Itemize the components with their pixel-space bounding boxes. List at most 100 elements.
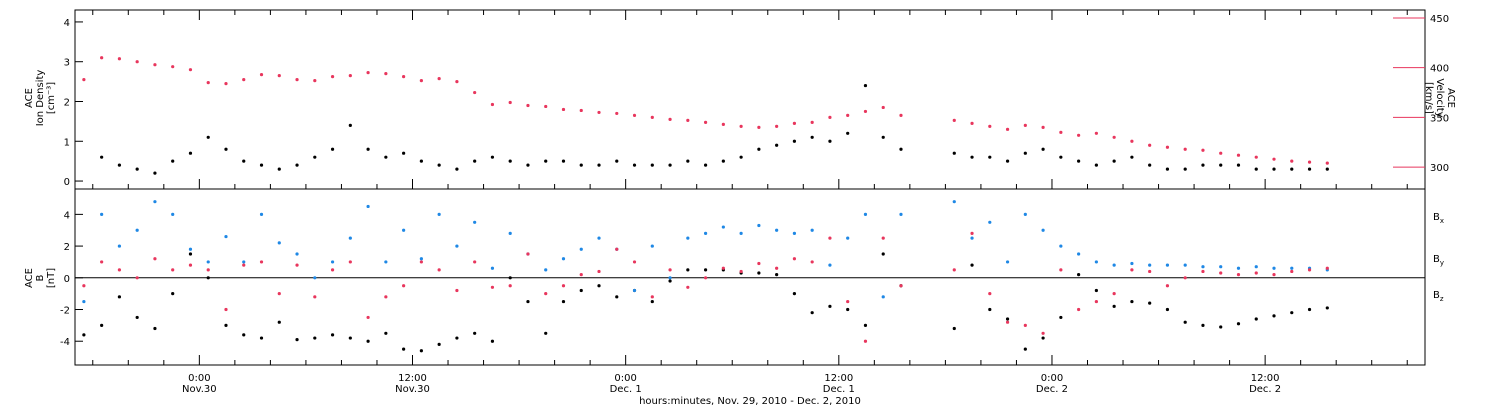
density-point	[455, 167, 459, 171]
by-point	[419, 257, 423, 261]
density-point	[632, 163, 637, 167]
by-point	[366, 204, 370, 209]
velocity-point	[455, 80, 459, 84]
legend-entry-subscript: z	[1440, 295, 1444, 303]
velocity-point	[206, 80, 210, 85]
by-point	[757, 223, 761, 228]
x-tick-label-time: 0:00	[188, 373, 210, 384]
by-point	[330, 260, 335, 264]
bx-point	[1219, 325, 1223, 329]
velocity-point	[242, 78, 246, 82]
velocity-point	[650, 115, 654, 119]
velocity-point	[1165, 145, 1170, 149]
by-point	[1219, 265, 1223, 269]
bz-point	[313, 295, 317, 299]
bz-point	[1094, 299, 1098, 304]
density-point	[703, 163, 708, 167]
bz-point	[295, 263, 299, 267]
by-point	[1130, 261, 1134, 266]
bz-point	[277, 292, 281, 296]
density-point	[1112, 159, 1116, 163]
bx-point	[615, 295, 619, 299]
bx-point	[1041, 336, 1045, 340]
velocity-point	[863, 109, 868, 114]
bx-point	[206, 276, 210, 280]
bz-point	[1272, 273, 1276, 277]
velocity-point	[1112, 135, 1116, 139]
by-point	[206, 260, 210, 264]
y-right-axis-label-line: Velocity	[1434, 78, 1445, 117]
bz-point	[703, 276, 708, 280]
bx-point	[952, 326, 956, 331]
bx-point	[810, 311, 814, 315]
bx-point	[508, 276, 512, 280]
y-left-axis-label-line: [cm⁻³]	[46, 82, 57, 114]
velocity-point	[1254, 155, 1258, 159]
bx-point	[366, 339, 370, 343]
bz-point	[135, 276, 139, 280]
by-point	[970, 236, 974, 240]
x-tick-label-time: 12:00	[824, 373, 853, 384]
bx-point	[1183, 320, 1187, 324]
density-point	[579, 163, 583, 167]
bx-point	[277, 320, 281, 324]
by-point	[1201, 265, 1205, 269]
bz-point	[1219, 271, 1223, 275]
bx-point	[295, 338, 299, 342]
by-point	[597, 236, 601, 240]
density-point	[668, 163, 672, 167]
bx-point	[1023, 347, 1027, 351]
velocity-point	[153, 63, 157, 67]
bz-point	[757, 261, 761, 266]
x-axis-label: hours:minutes, Nov. 29, 2010 - Dec. 2, 2…	[639, 396, 861, 407]
bx-point	[561, 299, 566, 304]
bz-point	[846, 299, 850, 304]
by-point	[988, 220, 992, 224]
by-point	[455, 244, 459, 248]
density-point	[526, 163, 530, 167]
velocity-point	[171, 65, 175, 69]
x-tick-label-time: 0:00	[614, 373, 636, 384]
by-point	[117, 244, 122, 248]
by-point	[242, 260, 246, 264]
by-point	[135, 228, 139, 232]
velocity-point	[366, 71, 370, 75]
bx-point	[1094, 288, 1098, 293]
bx-point	[171, 292, 175, 296]
bx-point	[970, 263, 974, 267]
bz-point	[632, 260, 637, 264]
legend-entry-letter: B	[1433, 254, 1440, 265]
density-point	[881, 135, 885, 139]
bz-point	[952, 268, 956, 272]
bz-point	[419, 260, 423, 264]
bx-point	[384, 331, 388, 335]
x-tick-label-date: Dec. 1	[610, 384, 642, 395]
bz-point	[863, 339, 868, 343]
by-point	[775, 228, 779, 232]
y-right-tick-label: 350	[1430, 113, 1449, 124]
velocity-point	[739, 124, 743, 128]
bz-point	[970, 231, 974, 235]
velocity-point	[1272, 157, 1276, 161]
bx-point	[1077, 273, 1081, 277]
bz-point	[668, 268, 672, 272]
by-point	[650, 244, 654, 248]
density-point	[419, 159, 423, 163]
velocity-point	[117, 57, 122, 61]
bx-point	[1236, 322, 1241, 326]
velocity-point	[1219, 151, 1223, 155]
density-point	[508, 159, 512, 163]
bz-point	[792, 257, 797, 261]
y-axis-label-line: [nT]	[46, 268, 57, 288]
bz-point	[384, 295, 388, 299]
density-point	[384, 155, 388, 159]
bz-point	[1290, 269, 1294, 274]
bz-point	[721, 266, 725, 270]
density-point	[988, 155, 992, 159]
velocity-point	[1059, 130, 1063, 134]
bz-point	[1307, 268, 1312, 272]
velocity-point	[82, 78, 86, 82]
bz-point	[526, 252, 530, 256]
density-point	[366, 147, 370, 151]
